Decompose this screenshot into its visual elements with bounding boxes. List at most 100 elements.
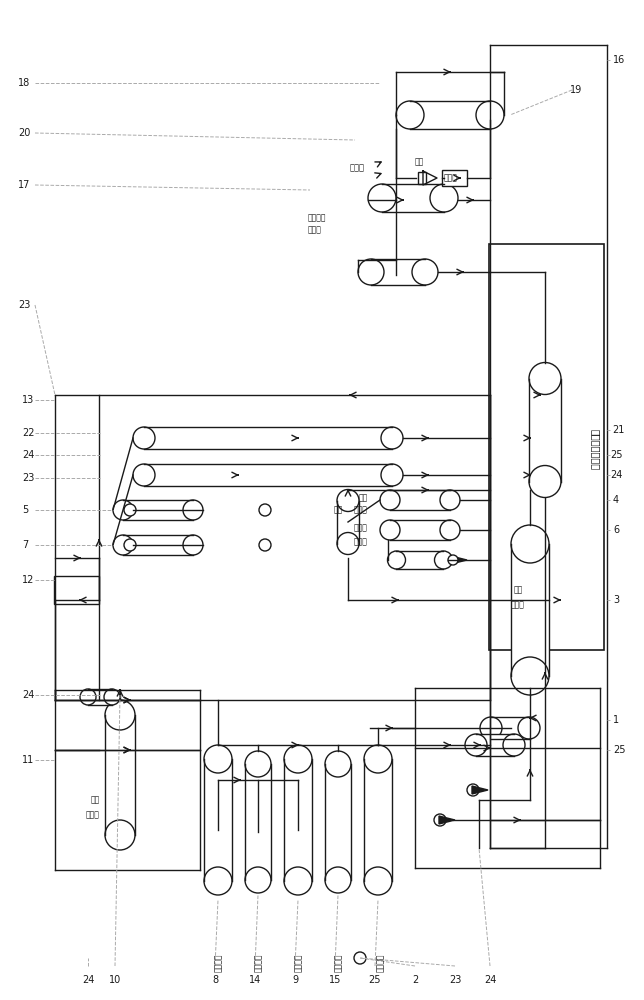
Bar <box>489 244 605 650</box>
Ellipse shape <box>354 952 366 964</box>
Ellipse shape <box>104 689 120 705</box>
Text: 18: 18 <box>18 78 30 88</box>
Text: 蒸汽: 蒸汽 <box>513 585 523 594</box>
Bar <box>123 500 193 520</box>
Ellipse shape <box>467 784 479 796</box>
Text: 25: 25 <box>613 745 625 755</box>
Ellipse shape <box>440 520 460 540</box>
Ellipse shape <box>529 362 561 394</box>
Text: 热循环水: 热循环水 <box>375 954 384 972</box>
Ellipse shape <box>511 525 549 563</box>
Ellipse shape <box>80 689 96 705</box>
Ellipse shape <box>204 745 232 773</box>
Text: 23: 23 <box>18 300 30 310</box>
Ellipse shape <box>412 259 438 285</box>
Ellipse shape <box>388 551 406 569</box>
Bar <box>245 764 271 880</box>
Ellipse shape <box>113 535 133 555</box>
Text: 蒸汽: 蒸汽 <box>359 493 368 502</box>
Bar <box>123 535 193 555</box>
Bar <box>511 544 549 676</box>
Text: 17: 17 <box>18 180 30 190</box>
Text: 新鲜氨: 新鲜氨 <box>350 163 365 172</box>
Text: 24: 24 <box>484 975 496 985</box>
Text: 阀门: 阀门 <box>415 157 424 166</box>
Text: 24: 24 <box>610 470 622 480</box>
Ellipse shape <box>465 734 487 756</box>
Ellipse shape <box>284 867 312 895</box>
Text: 11: 11 <box>22 755 34 765</box>
Bar <box>325 764 351 880</box>
Ellipse shape <box>511 657 549 695</box>
Ellipse shape <box>133 464 155 486</box>
Ellipse shape <box>204 867 232 895</box>
Text: 8: 8 <box>212 975 218 985</box>
Text: 蒸汽: 蒸汽 <box>334 506 343 514</box>
Polygon shape <box>439 816 455 824</box>
Ellipse shape <box>364 745 392 773</box>
Text: 14: 14 <box>249 975 261 985</box>
Text: 13: 13 <box>22 395 34 405</box>
Polygon shape <box>472 786 488 794</box>
Ellipse shape <box>368 184 396 212</box>
Bar <box>105 715 135 835</box>
Ellipse shape <box>105 820 135 850</box>
Ellipse shape <box>434 814 446 826</box>
Text: 3: 3 <box>613 595 619 605</box>
Bar <box>491 717 529 739</box>
Ellipse shape <box>259 504 271 516</box>
Ellipse shape <box>183 535 203 555</box>
Bar <box>364 759 392 881</box>
Ellipse shape <box>518 717 540 739</box>
Ellipse shape <box>325 867 351 893</box>
Text: 10: 10 <box>109 975 121 985</box>
Text: 循环机: 循环机 <box>444 174 458 182</box>
Text: 19: 19 <box>570 85 582 95</box>
Text: 7: 7 <box>22 540 28 550</box>
Text: 22: 22 <box>22 428 35 438</box>
Text: 4: 4 <box>613 495 619 505</box>
Text: 冷凝液: 冷凝液 <box>354 524 368 532</box>
Ellipse shape <box>358 259 384 285</box>
Text: 热循环水: 热循环水 <box>214 954 222 972</box>
Text: 冷凝液: 冷凝液 <box>86 810 100 820</box>
Ellipse shape <box>124 504 136 516</box>
Text: 吸附器: 吸附器 <box>308 226 322 234</box>
Text: 23: 23 <box>449 975 461 985</box>
Bar <box>390 490 450 510</box>
Bar <box>55 576 100 604</box>
Bar <box>204 759 232 881</box>
Text: 9: 9 <box>292 975 298 985</box>
Bar <box>382 184 444 212</box>
Ellipse shape <box>380 490 400 510</box>
Bar <box>371 259 425 285</box>
Ellipse shape <box>337 532 359 554</box>
Text: 21: 21 <box>612 425 625 435</box>
Text: 热循环水: 热循环水 <box>294 954 303 972</box>
Ellipse shape <box>440 490 460 510</box>
Text: 12: 12 <box>22 575 34 585</box>
Bar <box>284 759 312 881</box>
Text: 20: 20 <box>18 128 30 138</box>
Bar <box>337 500 359 544</box>
Ellipse shape <box>337 489 359 512</box>
Bar <box>442 170 468 186</box>
Text: 冷凝液: 冷凝液 <box>354 506 368 514</box>
Ellipse shape <box>259 539 271 551</box>
Text: 24: 24 <box>22 450 34 460</box>
Text: 25: 25 <box>610 450 623 460</box>
Text: 蒸汽: 蒸汽 <box>91 796 100 804</box>
Bar <box>529 378 561 482</box>
Ellipse shape <box>124 539 136 551</box>
Text: 6: 6 <box>613 525 619 535</box>
Text: 25: 25 <box>369 975 381 985</box>
Bar <box>144 464 392 486</box>
Ellipse shape <box>284 745 312 773</box>
Ellipse shape <box>133 427 155 449</box>
Ellipse shape <box>325 751 351 777</box>
Bar <box>476 734 514 756</box>
Bar <box>397 551 444 569</box>
Text: 去分离精制系统: 去分离精制系统 <box>590 429 600 471</box>
Text: 冷循环水: 冷循环水 <box>254 954 263 972</box>
Ellipse shape <box>448 555 458 565</box>
